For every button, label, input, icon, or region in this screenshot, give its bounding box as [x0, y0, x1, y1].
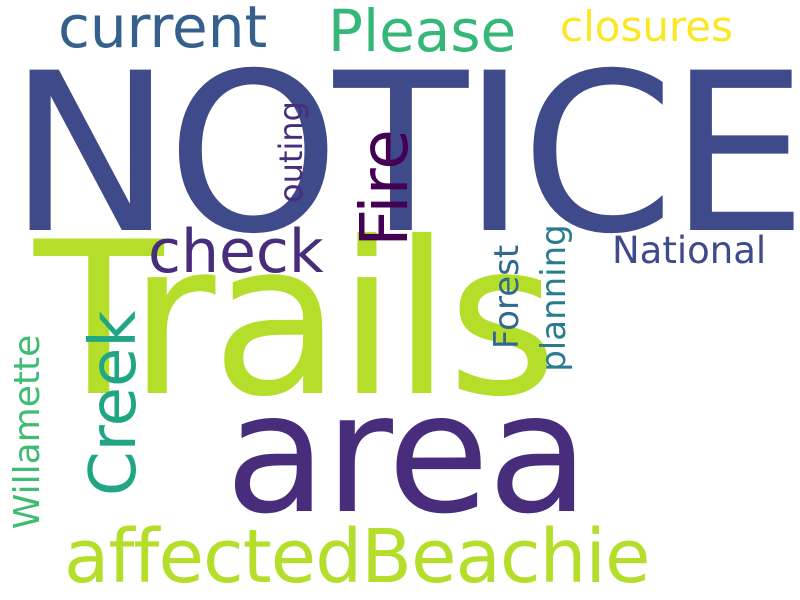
word-area: area — [225, 358, 589, 551]
word-creek: Creek — [77, 310, 151, 496]
word-trails: Trails — [34, 196, 558, 443]
word-fire: Fire — [346, 129, 423, 247]
word-willamette: Willamette — [7, 334, 48, 530]
word-planning: planning — [534, 224, 574, 372]
word-closures: closures — [560, 2, 734, 51]
word-forest: Forest — [487, 244, 527, 350]
word-national: National — [612, 229, 767, 272]
word-notice: NOTICE — [8, 26, 800, 282]
word-current: current — [58, 0, 268, 61]
word-check: check — [148, 217, 324, 287]
word-affectedbeachie: affectedBeachie — [64, 514, 650, 600]
word-outing: outing — [272, 101, 310, 203]
word-please: Please — [328, 0, 517, 65]
